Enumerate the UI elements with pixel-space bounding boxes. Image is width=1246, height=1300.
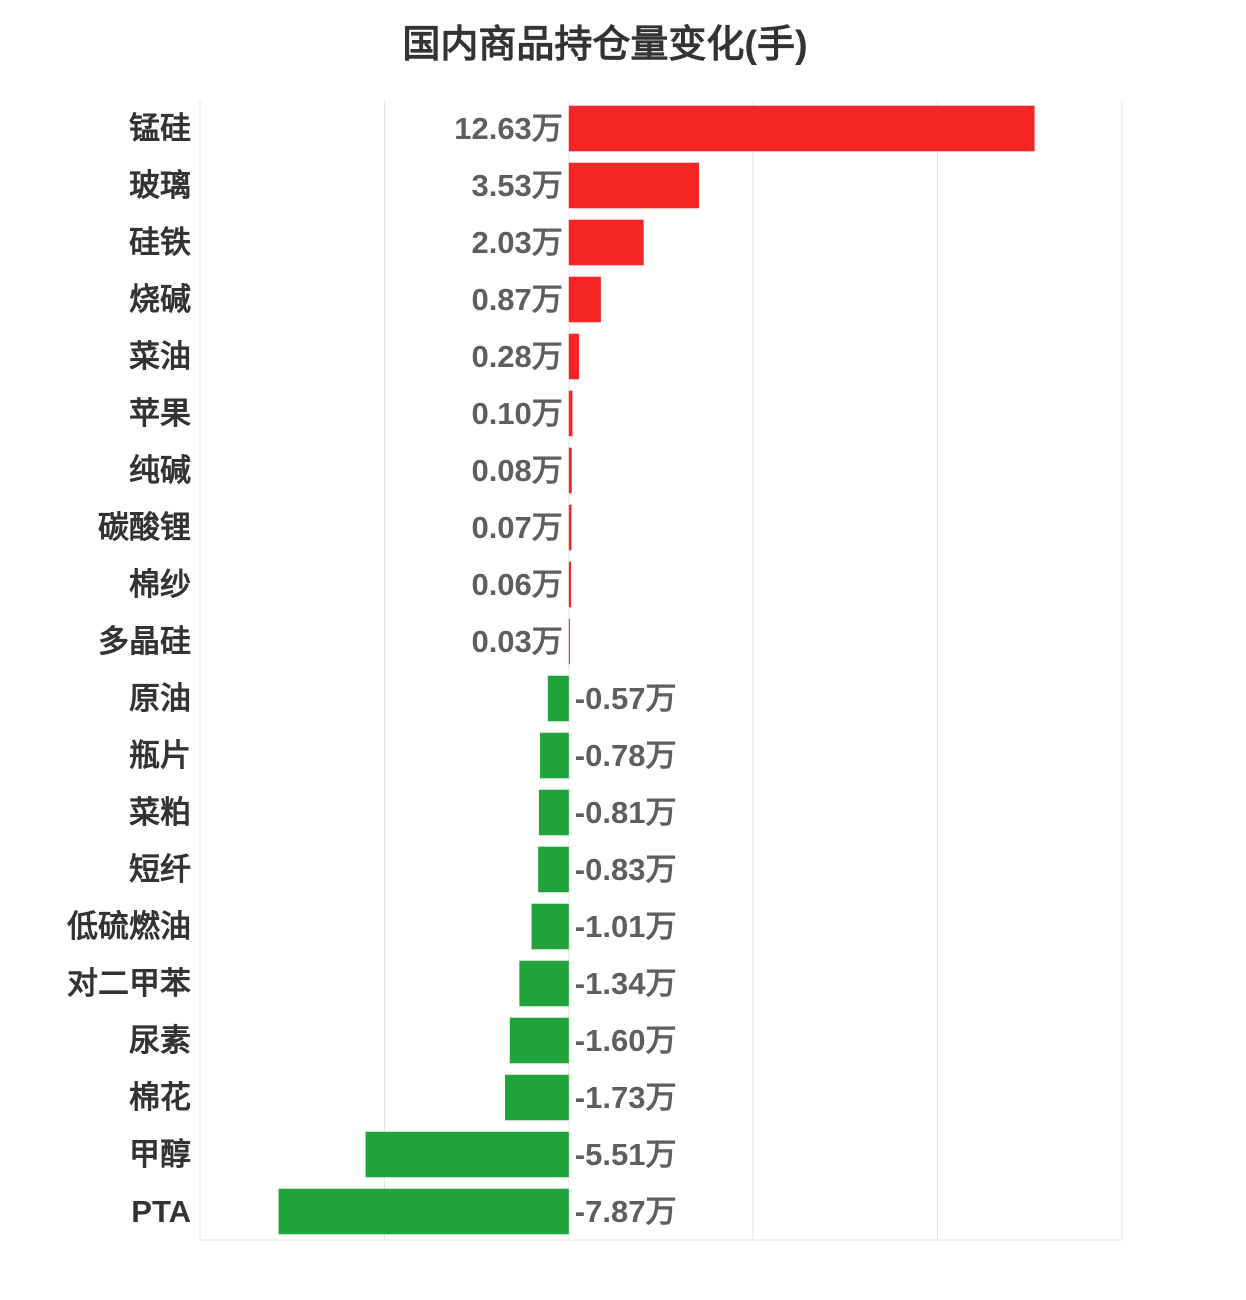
- bar-10: [547, 675, 569, 722]
- bar-4: [568, 333, 580, 380]
- bar-9: [568, 618, 570, 665]
- data-label-3: 0.87万: [471, 282, 562, 317]
- data-label-1: 3.53万: [471, 168, 562, 203]
- data-label-16: -1.60万: [575, 1023, 677, 1058]
- category-label-7: 碳酸锂: [98, 510, 191, 545]
- category-label-18: 甲醇: [129, 1137, 191, 1172]
- data-label-9: 0.03万: [471, 624, 562, 659]
- data-label-17: -1.73万: [575, 1080, 677, 1115]
- bar-16: [509, 1017, 569, 1064]
- category-label-11: 瓶片: [129, 738, 191, 773]
- bars: [278, 105, 1035, 1235]
- data-label-14: -1.01万: [575, 909, 677, 944]
- data-label-12: -0.81万: [575, 795, 677, 830]
- bar-15: [519, 960, 569, 1007]
- category-label-15: 对二甲苯: [67, 966, 191, 1001]
- bar-8: [568, 561, 572, 608]
- data-label-8: 0.06万: [471, 567, 562, 602]
- data-label-18: -5.51万: [575, 1137, 677, 1172]
- category-label-12: 菜粕: [129, 795, 191, 830]
- category-label-0: 锰硅: [129, 111, 191, 146]
- data-label-19: -7.87万: [575, 1194, 677, 1229]
- category-label-4: 菜油: [129, 339, 191, 374]
- bar-12: [538, 789, 569, 836]
- gridlines: [199, 100, 1123, 1241]
- category-label-9: 多晶硅: [98, 624, 191, 659]
- data-label-0: 12.63万: [454, 111, 563, 146]
- bar-18: [365, 1131, 569, 1178]
- bar-13: [538, 846, 569, 893]
- category-label-13: 短纤: [129, 852, 191, 887]
- bar-19: [278, 1188, 569, 1235]
- bar-7: [568, 504, 572, 551]
- data-label-15: -1.34万: [575, 966, 677, 1001]
- bar-17: [504, 1074, 569, 1121]
- data-label-11: -0.78万: [575, 738, 677, 773]
- bar-6: [568, 447, 572, 494]
- data-label-4: 0.28万: [471, 339, 562, 374]
- bar-0: [568, 105, 1035, 152]
- data-label-13: -0.83万: [575, 852, 677, 887]
- bar-2: [568, 219, 644, 266]
- data-label-7: 0.07万: [471, 510, 562, 545]
- category-label-6: 纯碱: [129, 453, 191, 488]
- category-label-1: 玻璃: [129, 168, 191, 203]
- data-label-2: 2.03万: [471, 225, 562, 260]
- category-label-19: PTA: [131, 1194, 191, 1229]
- category-label-10: 原油: [129, 681, 191, 716]
- bar-1: [568, 162, 699, 209]
- chart-title: 国内商品持仓量变化(手): [402, 24, 807, 66]
- bar-11: [540, 732, 569, 779]
- bar-5: [568, 390, 573, 437]
- data-label-6: 0.08万: [471, 453, 562, 488]
- category-label-14: 低硫燃油: [66, 909, 191, 944]
- data-label-10: -0.57万: [575, 681, 677, 716]
- category-label-3: 烧碱: [129, 282, 191, 317]
- category-label-16: 尿素: [129, 1023, 191, 1058]
- bar-3: [568, 276, 601, 323]
- category-label-2: 硅铁: [129, 225, 191, 260]
- bar-14: [531, 903, 569, 950]
- category-label-8: 棉纱: [129, 567, 191, 602]
- category-label-5: 苹果: [129, 396, 191, 431]
- category-label-17: 棉花: [129, 1080, 191, 1115]
- data-label-5: 0.10万: [471, 396, 562, 431]
